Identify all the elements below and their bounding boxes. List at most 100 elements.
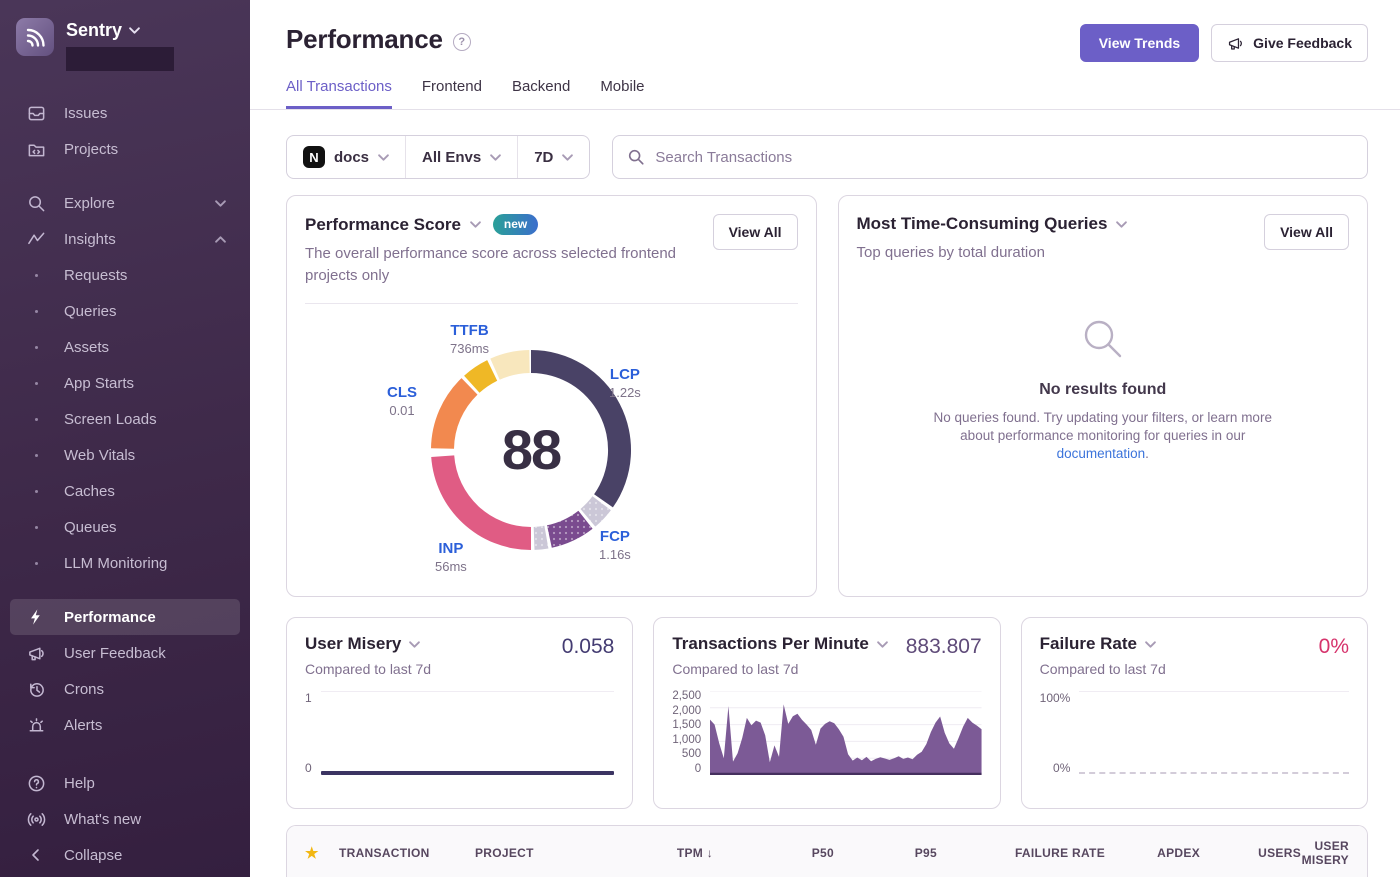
org-switcher[interactable]: Sentry bbox=[0, 16, 250, 85]
failure-rate-value: 0% bbox=[1318, 635, 1349, 658]
failure-rate-title[interactable]: Failure Rate bbox=[1040, 634, 1349, 654]
date-range-selector[interactable]: 7D bbox=[517, 136, 589, 178]
sidebar-nav: Issues Projects Explore Insig bbox=[0, 85, 250, 873]
sidebar-item-help[interactable]: Help bbox=[10, 765, 240, 801]
search-transactions-input[interactable] bbox=[655, 148, 1353, 166]
sidebar-item-queries[interactable]: Queries bbox=[10, 293, 240, 329]
view-all-button[interactable]: View All bbox=[1264, 214, 1349, 250]
bullet-icon bbox=[24, 309, 48, 313]
search-icon bbox=[1084, 320, 1121, 357]
column-apdex[interactable]: APDEX bbox=[1157, 846, 1200, 860]
sidebar-item-crons[interactable]: Crons bbox=[10, 671, 240, 707]
environment-selector[interactable]: All Envs bbox=[405, 136, 517, 178]
give-feedback-button[interactable]: Give Feedback bbox=[1211, 24, 1368, 62]
vital-label-ttfb[interactable]: TTFB 736ms bbox=[450, 321, 490, 356]
sidebar-item-caches[interactable]: Caches bbox=[10, 473, 240, 509]
page-filters: N docs All Envs 7D bbox=[286, 135, 591, 179]
sidebar-item-label: Crons bbox=[64, 680, 105, 698]
sidebar-item-label: What's new bbox=[64, 810, 142, 828]
sidebar-item-requests[interactable]: Requests bbox=[10, 257, 240, 293]
tpm-title[interactable]: Transactions Per Minute bbox=[672, 634, 981, 654]
sidebar-item-issues[interactable]: Issues bbox=[10, 95, 240, 131]
chevron-left-icon bbox=[24, 848, 48, 862]
sort-desc-icon: ↓ bbox=[706, 846, 713, 860]
sidebar-item-whats-new[interactable]: What's new bbox=[10, 801, 240, 837]
sidebar-item-label: Requests bbox=[64, 266, 128, 284]
sidebar-item-label: Insights bbox=[64, 230, 116, 248]
tab-mobile[interactable]: Mobile bbox=[600, 78, 645, 95]
siren-icon bbox=[24, 716, 48, 735]
sidebar-item-assets[interactable]: Assets bbox=[10, 329, 240, 365]
tpm-area-chart[interactable] bbox=[710, 691, 982, 775]
view-all-button[interactable]: View All bbox=[712, 214, 798, 250]
comparison-label: Compared to last 7d bbox=[672, 661, 799, 677]
help-icon bbox=[24, 774, 48, 793]
sidebar-item-llm-monitoring[interactable]: LLM Monitoring bbox=[10, 545, 240, 581]
documentation-link[interactable]: documentation bbox=[1056, 446, 1146, 462]
column-p95[interactable]: P95 bbox=[914, 846, 937, 860]
tab-backend[interactable]: Backend bbox=[511, 78, 571, 95]
sidebar-item-label: Queues bbox=[64, 518, 117, 536]
search-icon bbox=[24, 194, 48, 213]
queries-card-title[interactable]: Most Time-Consuming Queries bbox=[857, 214, 1350, 234]
sidebar-item-performance[interactable]: Performance bbox=[10, 599, 240, 635]
star-icon[interactable]: ★ bbox=[305, 845, 319, 862]
sidebar-item-explore[interactable]: Explore bbox=[10, 185, 240, 221]
insights-icon bbox=[24, 230, 48, 249]
bullet-icon bbox=[24, 345, 48, 349]
donut-ring[interactable] bbox=[426, 345, 636, 555]
tab-all-transactions[interactable]: All Transactions bbox=[286, 78, 392, 109]
empty-state-title: No results found bbox=[1039, 380, 1167, 398]
time-consuming-queries-card: Most Time-Consuming Queries Top queries … bbox=[837, 195, 1368, 597]
chevron-down-icon bbox=[1145, 640, 1156, 648]
column-user-misery[interactable]: USER MISERY bbox=[1301, 839, 1349, 867]
chevron-down-icon bbox=[562, 153, 574, 161]
vital-label-inp[interactable]: INP 56ms bbox=[435, 539, 467, 574]
sidebar-item-user-feedback[interactable]: User Feedback bbox=[10, 635, 240, 671]
comparison-label: Compared to last 7d bbox=[305, 661, 432, 677]
vital-label-fcp[interactable]: FCP 1.16s bbox=[599, 527, 631, 562]
sidebar-item-alerts[interactable]: Alerts bbox=[10, 707, 240, 743]
sidebar-item-label: Queries bbox=[64, 302, 117, 320]
vital-label-lcp[interactable]: LCP 1.22s bbox=[609, 365, 641, 400]
column-transaction[interactable]: TRANSACTION bbox=[339, 846, 430, 860]
vital-label-cls[interactable]: CLS 0.01 bbox=[387, 383, 417, 418]
bullet-icon bbox=[24, 489, 48, 493]
sidebar-item-label: Alerts bbox=[64, 716, 103, 734]
user-misery-title[interactable]: User Misery bbox=[305, 634, 614, 654]
sidebar-item-label: App Starts bbox=[64, 374, 135, 392]
view-trends-button[interactable]: View Trends bbox=[1079, 24, 1200, 62]
sidebar-item-web-vitals[interactable]: Web Vitals bbox=[10, 437, 240, 473]
sidebar-item-insights[interactable]: Insights bbox=[10, 221, 240, 257]
sidebar-item-screen-loads[interactable]: Screen Loads bbox=[10, 401, 240, 437]
column-users[interactable]: USERS bbox=[1258, 846, 1301, 860]
sentry-logo-icon bbox=[16, 18, 54, 56]
sidebar-item-queues[interactable]: Queues bbox=[10, 509, 240, 545]
column-p50[interactable]: P50 bbox=[811, 846, 834, 860]
tpm-value: 883.807 bbox=[905, 635, 982, 658]
lightning-icon bbox=[24, 608, 48, 626]
column-failure-rate[interactable]: FAILURE RATE bbox=[1014, 846, 1105, 860]
bullet-icon bbox=[24, 561, 48, 565]
column-tpm[interactable]: TPM ↓ bbox=[676, 846, 713, 860]
project-selector[interactable]: N docs bbox=[287, 136, 405, 178]
bullet-icon bbox=[24, 417, 48, 421]
bullet-icon bbox=[24, 453, 48, 457]
tpm-chart: 2,500 2,000 1,500 1,000 500 0 bbox=[672, 690, 982, 775]
sidebar-collapse-button[interactable]: Collapse bbox=[10, 837, 240, 873]
sidebar-item-label: Explore bbox=[64, 194, 115, 212]
sidebar-item-projects[interactable]: Projects bbox=[10, 131, 240, 167]
tab-frontend[interactable]: Frontend bbox=[421, 78, 482, 95]
failure-rate-card: Failure Rate 0% Compared to last 7d 100%… bbox=[1020, 617, 1368, 809]
transactions-table: ★ TRANSACTION PROJECT TPM ↓ P50 P95 FAIL… bbox=[286, 825, 1368, 877]
help-tooltip-icon[interactable]: ? bbox=[452, 32, 471, 51]
page-title: Performance bbox=[286, 24, 443, 54]
performance-score-title[interactable]: Performance Score new bbox=[305, 214, 798, 235]
column-project[interactable]: PROJECT bbox=[475, 846, 534, 860]
nextjs-logo-icon: N bbox=[303, 146, 325, 168]
sidebar-item-app-starts[interactable]: App Starts bbox=[10, 365, 240, 401]
chevron-down-icon bbox=[490, 153, 502, 161]
sidebar-item-label: User Feedback bbox=[64, 644, 166, 662]
